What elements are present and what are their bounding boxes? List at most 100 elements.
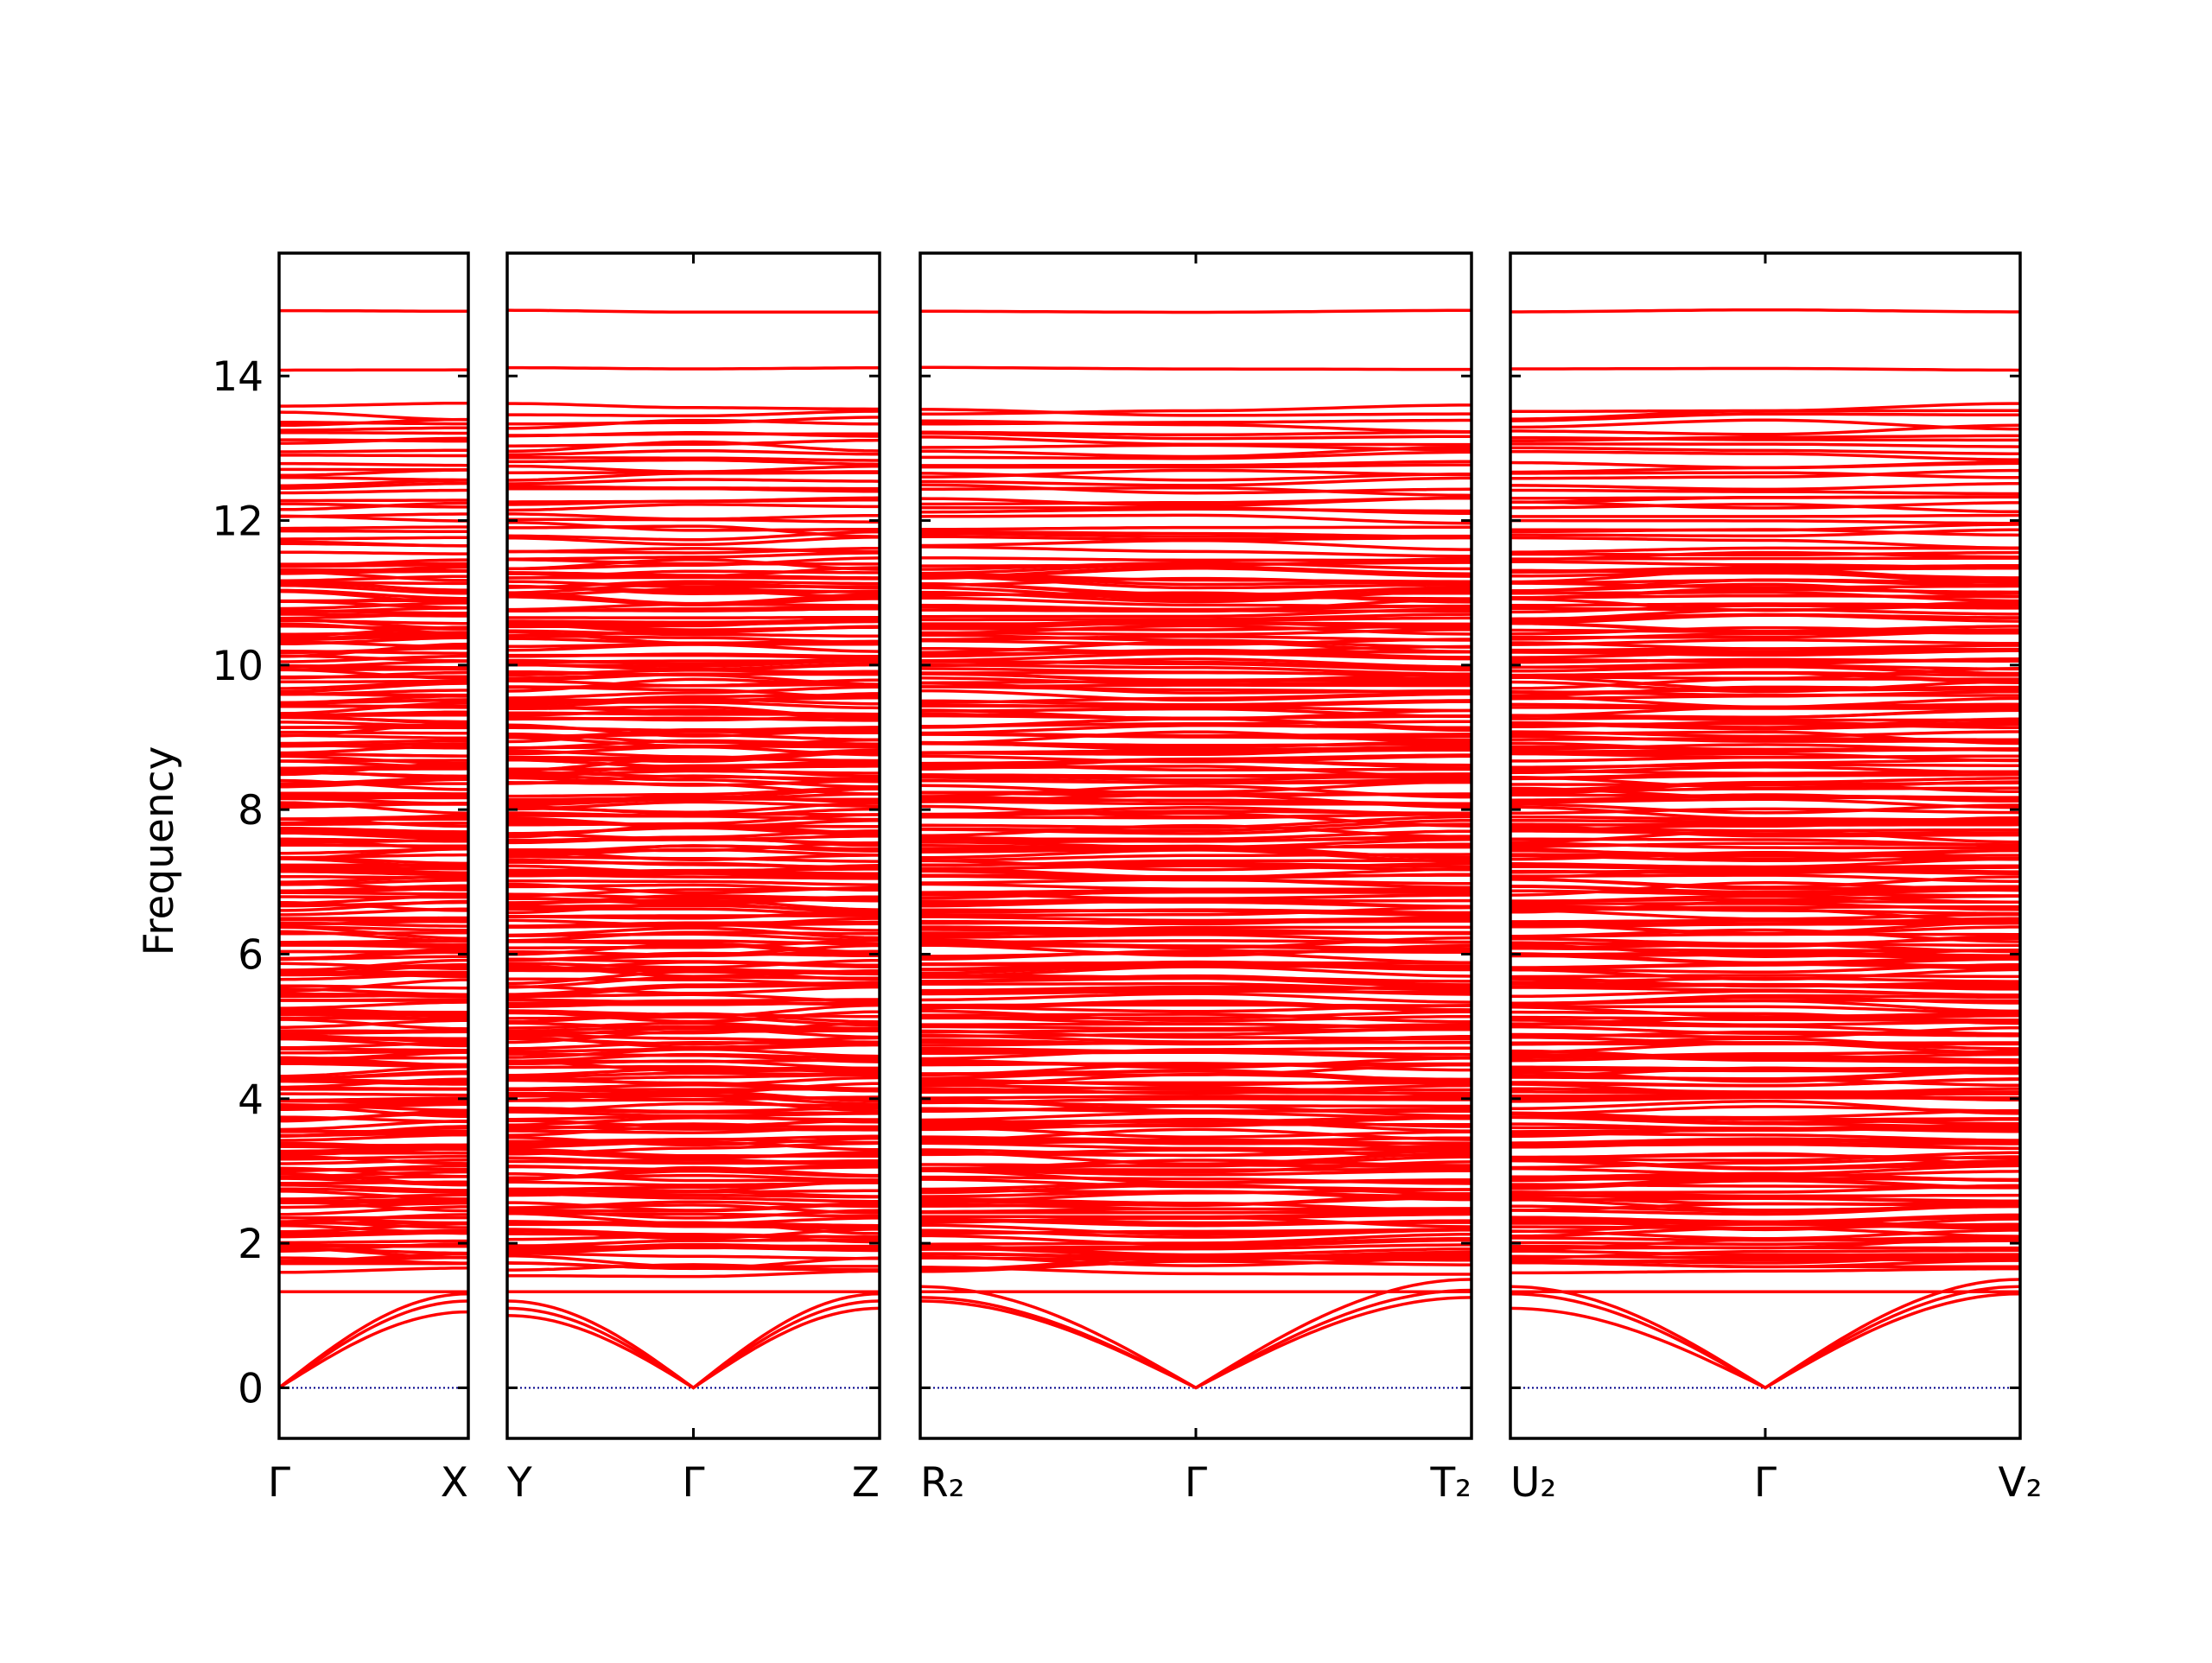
band-line xyxy=(1510,497,2020,498)
band-line xyxy=(279,403,468,406)
acoustic-branch xyxy=(920,1298,1471,1388)
band-line xyxy=(279,412,468,420)
band-line xyxy=(920,558,1471,561)
band-line xyxy=(279,433,468,434)
band-line xyxy=(1510,907,2020,909)
band-line xyxy=(920,527,1471,530)
band-line xyxy=(279,796,468,797)
band-line xyxy=(279,450,468,452)
band-line xyxy=(920,917,1471,920)
band-line xyxy=(279,1039,468,1040)
panel-3-bands xyxy=(920,310,1471,1387)
band-line xyxy=(279,706,468,707)
acoustic-branch xyxy=(279,1312,468,1388)
band-line xyxy=(279,793,468,794)
band-line xyxy=(279,527,468,529)
band-line xyxy=(1510,444,2020,447)
band-line xyxy=(1510,660,2020,662)
band-line xyxy=(279,582,468,583)
x-tick-label: R₂ xyxy=(920,1459,965,1507)
panel-4-bands xyxy=(1510,310,2020,1388)
band-line xyxy=(1510,521,2020,524)
acoustic-branch xyxy=(920,1279,1471,1387)
band-line xyxy=(1510,484,2020,490)
band-line xyxy=(920,1212,1471,1213)
band-line xyxy=(1510,640,2020,644)
band-line-top xyxy=(1510,310,2020,312)
band-line xyxy=(279,919,468,920)
x-tick-label: Z xyxy=(852,1459,880,1507)
band-line xyxy=(279,552,468,554)
y-tick-label: 10 xyxy=(212,643,264,690)
acoustic-branch xyxy=(1510,1286,2020,1387)
band-line xyxy=(279,943,468,944)
band-line xyxy=(920,1005,1471,1006)
band-line xyxy=(279,500,468,501)
band-line xyxy=(507,620,880,623)
band-line xyxy=(279,666,468,668)
band-line xyxy=(1510,524,2020,530)
y-tick-label: 8 xyxy=(238,787,264,835)
y-tick-label: 12 xyxy=(212,498,264,546)
band-line xyxy=(279,1268,468,1273)
band-line xyxy=(279,422,468,424)
y-tick-label: 6 xyxy=(238,931,264,979)
band-line-top xyxy=(279,311,468,312)
band-line-top xyxy=(507,310,880,312)
band-line xyxy=(279,1094,468,1095)
band-line xyxy=(1510,828,2020,830)
band-line xyxy=(507,1182,880,1185)
band-line xyxy=(1510,975,2020,977)
band-line xyxy=(1510,1067,2020,1069)
band-line xyxy=(279,543,468,545)
band-line xyxy=(279,537,468,539)
x-tick-label: Γ xyxy=(1185,1459,1207,1507)
band-line xyxy=(279,995,468,997)
band-line xyxy=(507,1271,880,1276)
band-line-top xyxy=(1510,369,2020,371)
band-line xyxy=(279,897,468,898)
y-tick-label: 0 xyxy=(238,1365,264,1412)
band-line xyxy=(279,760,468,761)
band-line xyxy=(279,769,468,770)
band-line xyxy=(507,1089,880,1090)
band-line xyxy=(279,478,468,480)
band-line xyxy=(279,428,468,430)
band-line xyxy=(279,1131,468,1132)
x-tick-label: X xyxy=(441,1459,468,1507)
band-line xyxy=(920,1099,1471,1103)
x-tick-label: V₂ xyxy=(1999,1459,2043,1507)
panel-2-bands xyxy=(507,310,880,1387)
band-line-top xyxy=(920,310,1471,312)
band-line xyxy=(279,921,468,924)
x-tick-label: Y xyxy=(506,1459,532,1507)
panel-1-bands xyxy=(279,311,468,1388)
acoustic-branch xyxy=(279,1294,468,1388)
band-line xyxy=(1510,921,2020,922)
y-tick-label: 14 xyxy=(212,353,264,401)
band-line xyxy=(279,1051,468,1053)
band-line xyxy=(279,855,468,858)
band-line xyxy=(279,1049,468,1050)
band-line xyxy=(1510,649,2020,651)
acoustic-branch xyxy=(507,1301,880,1387)
band-line xyxy=(279,952,468,953)
band-line xyxy=(920,515,1471,523)
band-line xyxy=(1510,783,2020,784)
band-line xyxy=(279,464,468,466)
band-line xyxy=(920,962,1471,963)
band-line xyxy=(279,1002,468,1008)
x-tick-label: Γ xyxy=(268,1459,290,1507)
band-line xyxy=(279,1100,468,1101)
band-line xyxy=(279,754,468,756)
y-tick-label: 2 xyxy=(238,1221,264,1268)
x-tick-label: Γ xyxy=(1754,1459,1777,1507)
band-line xyxy=(279,563,468,564)
band-line xyxy=(279,514,468,517)
acoustic-branch xyxy=(507,1308,880,1387)
band-line xyxy=(507,403,880,409)
x-tick-label: T₂ xyxy=(1429,1459,1471,1507)
band-line xyxy=(1510,516,2020,517)
y-tick-label: 4 xyxy=(238,1076,264,1124)
